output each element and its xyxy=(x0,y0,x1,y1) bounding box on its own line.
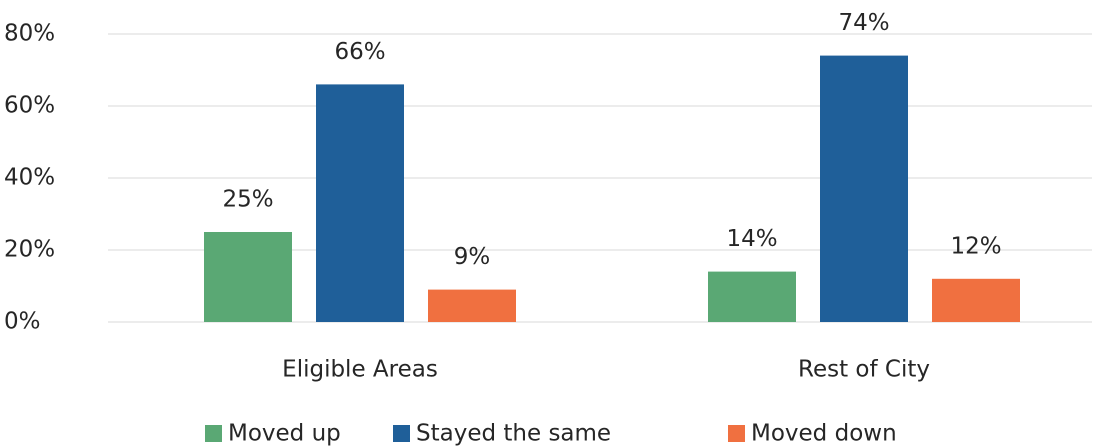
data-label: 14% xyxy=(726,226,777,252)
data-label: 74% xyxy=(838,10,889,36)
legend-label: Moved up xyxy=(228,421,341,447)
x-tick-label: Eligible Areas xyxy=(282,357,438,383)
y-tick-label: 60% xyxy=(4,93,55,119)
bar xyxy=(316,84,404,323)
legend-swatch xyxy=(728,425,745,442)
x-tick-label: Rest of City xyxy=(798,357,930,383)
bar xyxy=(708,271,796,322)
y-tick-label: 0% xyxy=(4,309,41,335)
y-tick-label: 20% xyxy=(4,237,55,263)
data-label: 66% xyxy=(334,39,385,65)
legend-swatch xyxy=(393,425,410,442)
bar xyxy=(820,55,908,322)
data-label: 12% xyxy=(950,233,1001,259)
y-tick-label: 40% xyxy=(4,165,55,191)
data-label: 25% xyxy=(222,187,273,213)
y-tick-label: 80% xyxy=(4,21,55,47)
data-label: 9% xyxy=(454,244,491,270)
legend-swatch xyxy=(205,425,222,442)
legend-label: Moved down xyxy=(751,421,897,447)
bar xyxy=(204,232,292,322)
bar xyxy=(932,278,1020,322)
legend-label: Stayed the same xyxy=(416,421,611,447)
bar xyxy=(428,289,516,322)
